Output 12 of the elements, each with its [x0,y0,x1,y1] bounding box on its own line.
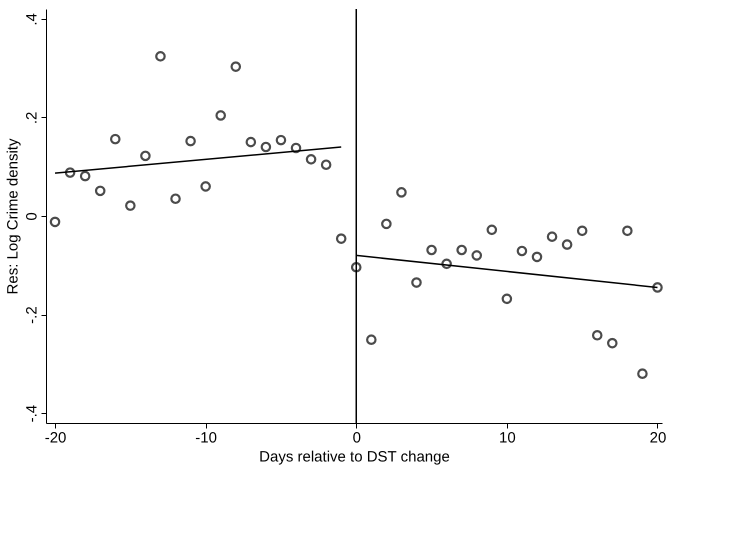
y-axis-title: Res: Log Crime density [4,138,22,294]
y-tick-label: .4 [24,13,40,26]
x-tick-label: 20 [650,430,666,446]
x-tick-label: -10 [195,430,217,446]
x-tick-label: 10 [499,430,516,446]
x-tick-label: -20 [44,430,66,446]
x-axis-title: Days relative to DST change [259,448,450,466]
y-tick-label: .2 [24,112,40,124]
y-tick-label: -.2 [24,306,40,324]
y-tick-label: 0 [24,212,40,221]
x-tick-label: 0 [352,430,361,446]
y-tick-label: -.4 [24,404,40,422]
